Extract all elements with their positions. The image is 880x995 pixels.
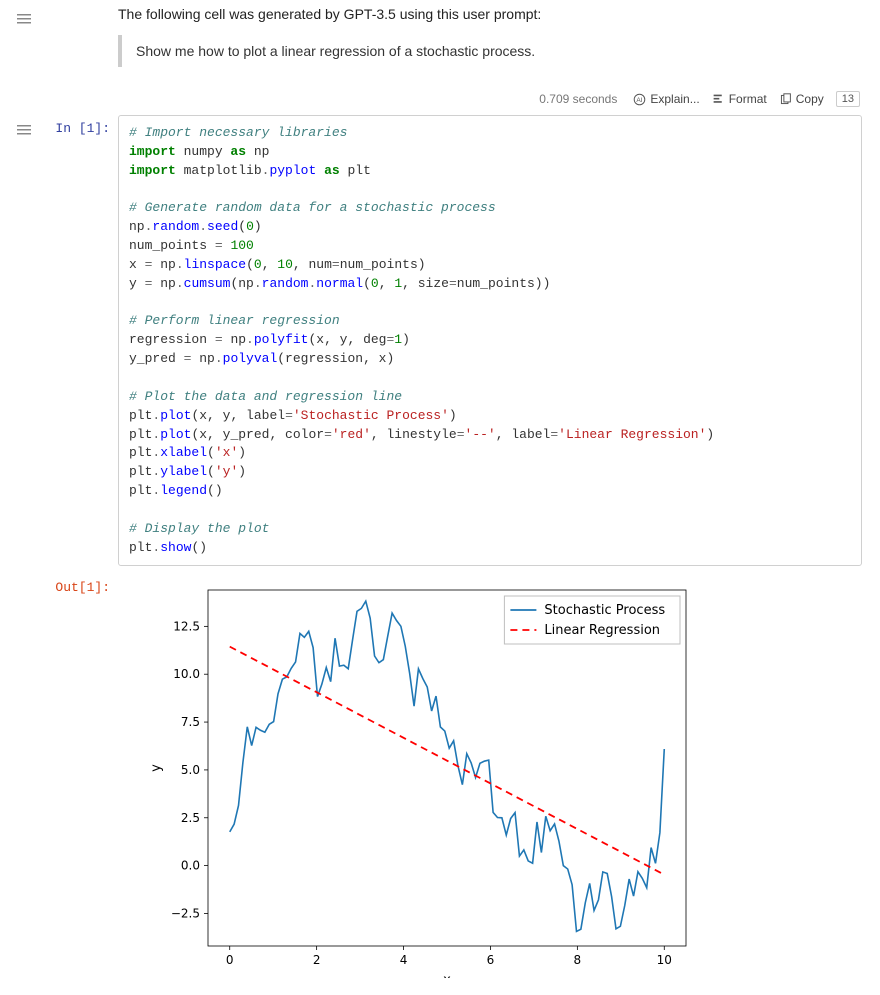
drag-handle-icon[interactable] bbox=[16, 12, 32, 26]
svg-text:7.5: 7.5 bbox=[181, 715, 200, 729]
svg-text:AI: AI bbox=[637, 96, 643, 103]
copy-button[interactable]: Copy bbox=[779, 92, 824, 106]
quote-text: Show me how to plot a linear regression … bbox=[136, 43, 535, 59]
code-toolbar: 0.709 seconds AI Explain... Format Copy … bbox=[118, 87, 862, 111]
svg-text:0.0: 0.0 bbox=[181, 859, 200, 873]
svg-text:−2.5: −2.5 bbox=[171, 907, 200, 921]
svg-text:2.5: 2.5 bbox=[181, 811, 200, 825]
markdown-intro: The following cell was generated by GPT-… bbox=[118, 4, 862, 25]
user-prompt-quote: Show me how to plot a linear regression … bbox=[118, 35, 862, 67]
format-button[interactable]: Format bbox=[712, 92, 767, 106]
explain-button[interactable]: AI Explain... bbox=[633, 92, 699, 106]
svg-text:x: x bbox=[443, 973, 451, 978]
svg-text:Linear Regression: Linear Regression bbox=[544, 623, 660, 638]
svg-text:12.5: 12.5 bbox=[173, 620, 200, 634]
svg-text:y: y bbox=[149, 764, 164, 772]
input-prompt: In [1]: bbox=[48, 115, 118, 136]
output-prompt: Out[1]: bbox=[48, 574, 118, 595]
svg-text:8: 8 bbox=[574, 953, 582, 967]
cell-gutter[interactable] bbox=[0, 115, 48, 137]
prompt-column bbox=[48, 4, 118, 10]
format-label: Format bbox=[729, 92, 767, 106]
svg-text:5.0: 5.0 bbox=[181, 763, 200, 777]
copy-icon bbox=[779, 93, 792, 106]
code-editor[interactable]: # Import necessary libraries import nump… bbox=[118, 115, 862, 566]
code-cell: In [1]: # Import necessary libraries imp… bbox=[0, 111, 880, 570]
matplotlib-figure: 0 2 4 6 8 10 −2.5 0.0 2.5 5.0 7.5 10.0 12.5 x y Stochas… bbox=[138, 578, 698, 978]
explain-label: Explain... bbox=[650, 92, 699, 106]
code-toolbar-row: 0.709 seconds AI Explain... Format Copy … bbox=[0, 87, 880, 111]
output-cell: Out[1]: 0 2 4 6 8 10 −2.5 0.0 2.5 5.0 7.5 10.0 12.5 x… bbox=[0, 570, 880, 995]
ai-icon: AI bbox=[633, 93, 646, 106]
svg-text:10: 10 bbox=[657, 953, 672, 967]
svg-text:6: 6 bbox=[487, 953, 495, 967]
svg-text:4: 4 bbox=[400, 953, 408, 967]
copy-label: Copy bbox=[796, 92, 824, 106]
svg-text:0: 0 bbox=[226, 953, 234, 967]
format-icon bbox=[712, 93, 725, 106]
svg-text:2: 2 bbox=[313, 953, 321, 967]
svg-text:Stochastic Process: Stochastic Process bbox=[544, 603, 665, 618]
svg-text:10.0: 10.0 bbox=[173, 668, 200, 682]
execution-timing: 0.709 seconds bbox=[539, 92, 617, 106]
cell-gutter[interactable] bbox=[0, 4, 48, 26]
markdown-cell: The following cell was generated by GPT-… bbox=[0, 0, 880, 87]
line-count-badge: 13 bbox=[836, 91, 860, 107]
drag-handle-icon[interactable] bbox=[16, 123, 32, 137]
markdown-content: The following cell was generated by GPT-… bbox=[118, 4, 880, 83]
